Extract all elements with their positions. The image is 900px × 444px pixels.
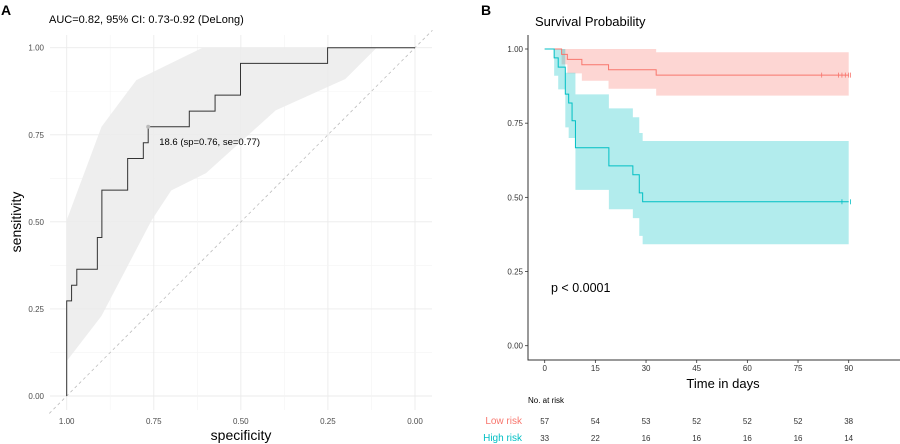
x-tick-label: 60 (743, 364, 752, 373)
x-tick-label: 1.00 (59, 417, 75, 426)
x-tick-label: 75 (794, 364, 803, 373)
panel-a-xlabel: specificity (211, 427, 272, 443)
y-tick-label: 0.75 (28, 131, 44, 140)
risk-table-row-label: Low risk (485, 416, 523, 427)
y-tick-label: 0.00 (28, 392, 44, 401)
panel-b-title: Survival Probability (535, 14, 646, 29)
survival-curves (544, 48, 851, 205)
risk-table-cell: 16 (794, 434, 803, 443)
y-tick-label: 0.25 (28, 305, 44, 314)
panel-b-ticks: 0 15 30 45 60 75 90 0.00 0.25 0.50 0.75 1.00 (507, 45, 853, 373)
risk-table-cell: 14 (844, 434, 853, 443)
panel-a: A AUC=0.82, 95% CI: 0.73-0.92 (DeLong) 1… (1, 2, 433, 443)
high-risk-ci-band (544, 49, 849, 245)
y-tick-label: 0.00 (507, 342, 523, 351)
roc-ci-band (66, 47, 415, 362)
risk-table-cell: 22 (591, 434, 600, 443)
panel-a-label: A (1, 2, 11, 18)
panel-a-title: AUC=0.82, 95% CI: 0.73-0.92 (DeLong) (49, 14, 244, 26)
x-tick-label: 0 (542, 364, 547, 373)
y-tick-label: 0.75 (507, 119, 523, 128)
risk-table: Low risk 57 54 53 52 52 52 38 High risk 33 22 16 16 1… (483, 416, 854, 444)
panel-b-label: B (481, 2, 491, 18)
risk-table-cell: 38 (844, 417, 853, 426)
risk-table-title: No. at risk (528, 396, 565, 405)
threshold-point (146, 124, 151, 129)
risk-table-cell: 53 (642, 417, 651, 426)
risk-table-cell: 16 (743, 434, 752, 443)
y-tick-label: 1.00 (507, 45, 523, 54)
low-risk-survival-curve (544, 48, 849, 76)
panel-a-ticks: 1.00 0.75 0.50 0.25 0.00 0.00 0.25 0.50 0.75 1.00 (28, 44, 423, 426)
x-tick-label: 0.75 (146, 417, 162, 426)
risk-table-cell: 54 (591, 417, 600, 426)
low-risk-ci-band (544, 49, 849, 96)
panel-a-ylabel: sensitivity (8, 192, 24, 253)
x-tick-label: 90 (844, 364, 853, 373)
risk-table-cell: 52 (743, 417, 752, 426)
high-risk-survival-curve (544, 48, 849, 203)
x-tick-label: 45 (692, 364, 701, 373)
panel-b: B Survival Probability 0 15 30 45 60 75 90 0.00… (481, 2, 900, 444)
y-tick-label: 0.25 (507, 268, 523, 277)
x-tick-label: 0.00 (407, 417, 423, 426)
roc-curve (66, 47, 415, 396)
pvalue-label: p < 0.0001 (551, 281, 610, 295)
threshold-label: 18.6 (sp=0.76, se=0.77) (159, 137, 260, 148)
risk-table-cell: 16 (642, 434, 651, 443)
risk-table-row-label: High risk (483, 433, 523, 444)
chance-diagonal-line (49, 30, 433, 414)
x-tick-label: 0.50 (233, 417, 249, 426)
y-tick-label: 0.50 (28, 218, 44, 227)
risk-table-cell: 33 (540, 434, 549, 443)
risk-table-cell: 52 (794, 417, 803, 426)
survival-ci-bands (544, 49, 849, 245)
y-tick-label: 0.50 (507, 193, 523, 202)
y-tick-label: 1.00 (28, 44, 44, 53)
panel-b-xlabel: Time in days (686, 376, 760, 391)
risk-table-cell: 52 (692, 417, 701, 426)
x-tick-label: 15 (591, 364, 600, 373)
risk-table-cell: 16 (692, 434, 701, 443)
x-tick-label: 30 (642, 364, 651, 373)
risk-table-cell: 57 (540, 417, 549, 426)
x-tick-label: 0.25 (320, 417, 336, 426)
